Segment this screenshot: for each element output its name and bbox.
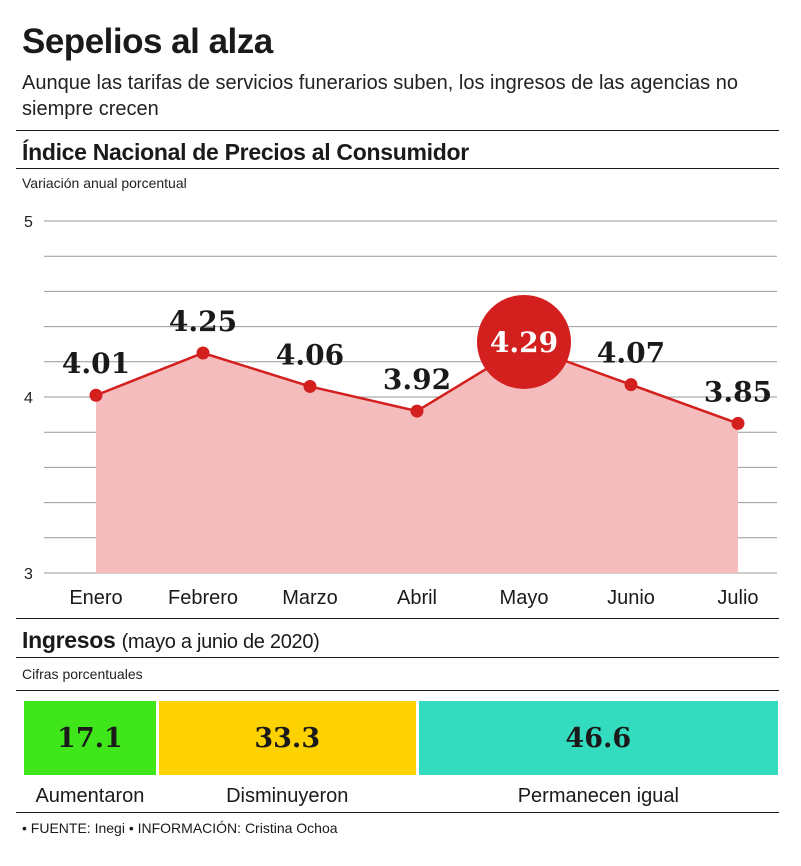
data-point	[90, 389, 103, 402]
ingresos-period: (mayo a junio de 2020)	[122, 631, 320, 653]
ingresos-segment-label: Disminuyeron	[159, 784, 416, 808]
x-tick-label: Abril	[397, 587, 437, 609]
ingresos-unit-note: Cifras porcentuales	[22, 665, 143, 683]
data-label: 3.85	[704, 375, 772, 408]
data-label: 4.25	[169, 305, 237, 338]
line-area-chart: 3 4 5 4.01 4.25 4.06 3.92 4.29 4.07 3.85 Enero Febr…	[0, 195, 801, 615]
ingresos-section-title: Ingresos (mayo a junio de 2020)	[22, 626, 320, 656]
x-tick-label: Mayo	[500, 587, 549, 609]
data-label: 4.01	[62, 347, 130, 380]
ingresos-segment-label: Aumentaron	[24, 784, 156, 808]
data-label: 4.07	[597, 337, 665, 370]
x-tick-label: Julio	[717, 587, 758, 609]
data-point	[304, 380, 317, 393]
data-point	[625, 378, 638, 391]
x-tick-label: Enero	[69, 587, 122, 609]
divider	[16, 618, 779, 619]
x-tick-label: Marzo	[282, 587, 338, 609]
data-point	[197, 347, 210, 360]
divider	[16, 812, 779, 813]
y-tick-label: 3	[24, 566, 33, 583]
x-tick-label: Junio	[607, 587, 655, 609]
chart-title: Sepelios al alza	[22, 22, 273, 62]
inpc-unit-note: Variación anual porcentual	[22, 174, 187, 192]
data-label: 4.29	[490, 326, 558, 359]
chart-subtitle: Aunque las tarifas de servicios funerari…	[22, 70, 782, 122]
x-tick-label: Febrero	[168, 587, 238, 609]
data-point	[411, 405, 424, 418]
inpc-section-title: Índice Nacional de Precios al Consumidor	[22, 138, 469, 166]
y-tick-label: 5	[24, 214, 33, 231]
divider	[16, 130, 779, 131]
divider	[16, 168, 779, 169]
ingresos-segment-label: Permanecen igual	[419, 784, 778, 808]
data-label: 3.92	[383, 363, 451, 396]
ingresos-segment: 17.1	[24, 701, 156, 775]
data-point	[732, 417, 745, 430]
source-footer: • FUENTE: Inegi • INFORMACIÓN: Cristina …	[22, 820, 338, 836]
ingresos-title: Ingresos	[22, 627, 115, 653]
divider	[16, 690, 779, 691]
ingresos-segment: 46.6	[419, 701, 778, 775]
ingresos-segment: 33.3	[159, 701, 416, 775]
data-label: 4.06	[276, 338, 344, 371]
y-tick-label: 4	[24, 390, 33, 407]
divider	[16, 657, 779, 658]
